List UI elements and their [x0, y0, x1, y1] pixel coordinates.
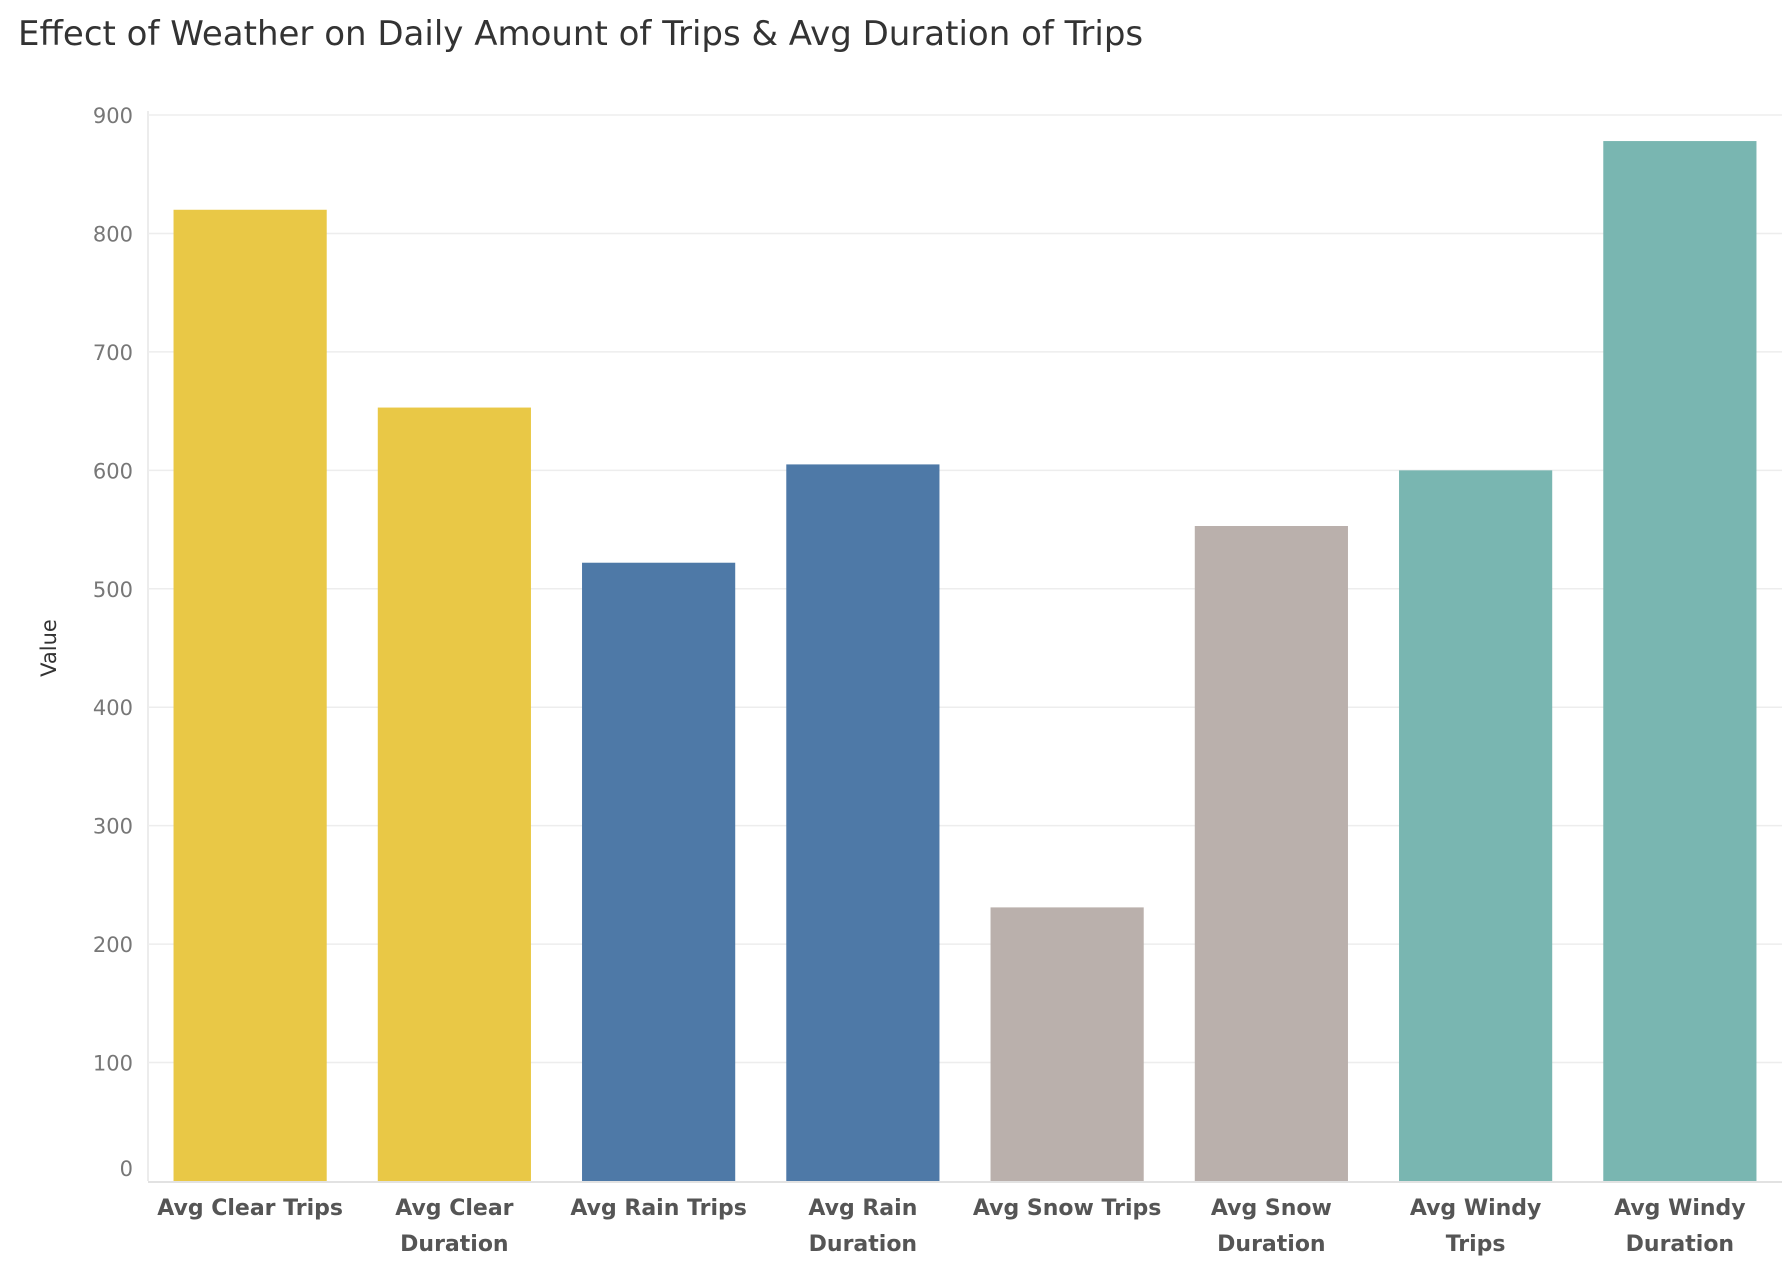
bar[interactable] — [173, 209, 327, 1181]
x-tick-label: Avg Clear Trips — [157, 1196, 343, 1221]
x-tick-label: Avg Rain Trips — [570, 1196, 746, 1221]
x-tick-label: Avg Windy Trips — [1410, 1196, 1542, 1257]
bar[interactable] — [1603, 141, 1757, 1182]
bars — [173, 141, 1757, 1182]
bar[interactable] — [990, 907, 1144, 1181]
x-tick-label: Avg Clear Duration — [395, 1196, 513, 1257]
x-axis-labels: Avg Clear Trips Avg Clear Duration Avg Rain… — [157, 1196, 1745, 1257]
x-tick-label: Avg Windy Duration — [1614, 1196, 1746, 1257]
bar[interactable] — [1399, 470, 1553, 1181]
y-axis-label: Value — [37, 619, 61, 677]
y-tick-label: 300 — [93, 815, 133, 839]
y-tick-label: 400 — [93, 696, 133, 720]
bar[interactable] — [377, 407, 531, 1182]
x-tick-label: Avg Snow Trips — [973, 1196, 1161, 1221]
y-tick-label: 900 — [93, 104, 133, 128]
bar[interactable] — [786, 464, 940, 1181]
y-tick-label: 200 — [93, 933, 133, 957]
y-tick-label: 700 — [93, 341, 133, 365]
y-tick-label: 800 — [93, 222, 133, 246]
y-tick-label: 100 — [93, 1052, 133, 1076]
bar[interactable] — [582, 562, 736, 1181]
x-tick-label: Avg Rain Duration — [808, 1196, 917, 1257]
bar[interactable] — [1194, 526, 1348, 1181]
chart-title: Effect of Weather on Daily Amount of Tri… — [18, 14, 1144, 54]
y-tick-label: 0 — [120, 1157, 133, 1181]
y-tick-label: 600 — [93, 459, 133, 483]
y-axis-ticks: 0 100 200 300 400 500 600 700 800 900 — [93, 104, 133, 1181]
x-tick-label: Avg Snow Duration — [1211, 1196, 1332, 1257]
y-tick-label: 500 — [93, 578, 133, 602]
